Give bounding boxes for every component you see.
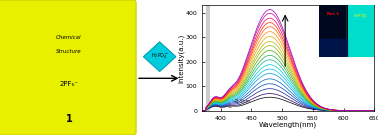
Text: 2PF₆⁻: 2PF₆⁻: [59, 81, 79, 87]
X-axis label: Wavelength(nm): Wavelength(nm): [259, 122, 317, 128]
Text: Rec 1: Rec 1: [327, 12, 339, 16]
Text: 1: 1: [65, 114, 72, 124]
Bar: [319, 39, 347, 57]
Bar: [319, 5, 347, 57]
Bar: [206, 5, 210, 111]
Bar: [347, 5, 374, 57]
Text: $\rm H_2PO_4^-$: $\rm H_2PO_4^-$: [151, 52, 169, 61]
Text: Chemical: Chemical: [56, 35, 82, 40]
Y-axis label: Intensity(a.u.): Intensity(a.u.): [178, 33, 184, 83]
Text: Structure: Structure: [56, 49, 82, 54]
Polygon shape: [143, 42, 176, 72]
FancyBboxPatch shape: [0, 0, 136, 135]
Text: $\rm H_2PO_4^-$: $\rm H_2PO_4^-$: [353, 12, 368, 20]
Text: 413nm: 413nm: [229, 99, 251, 108]
